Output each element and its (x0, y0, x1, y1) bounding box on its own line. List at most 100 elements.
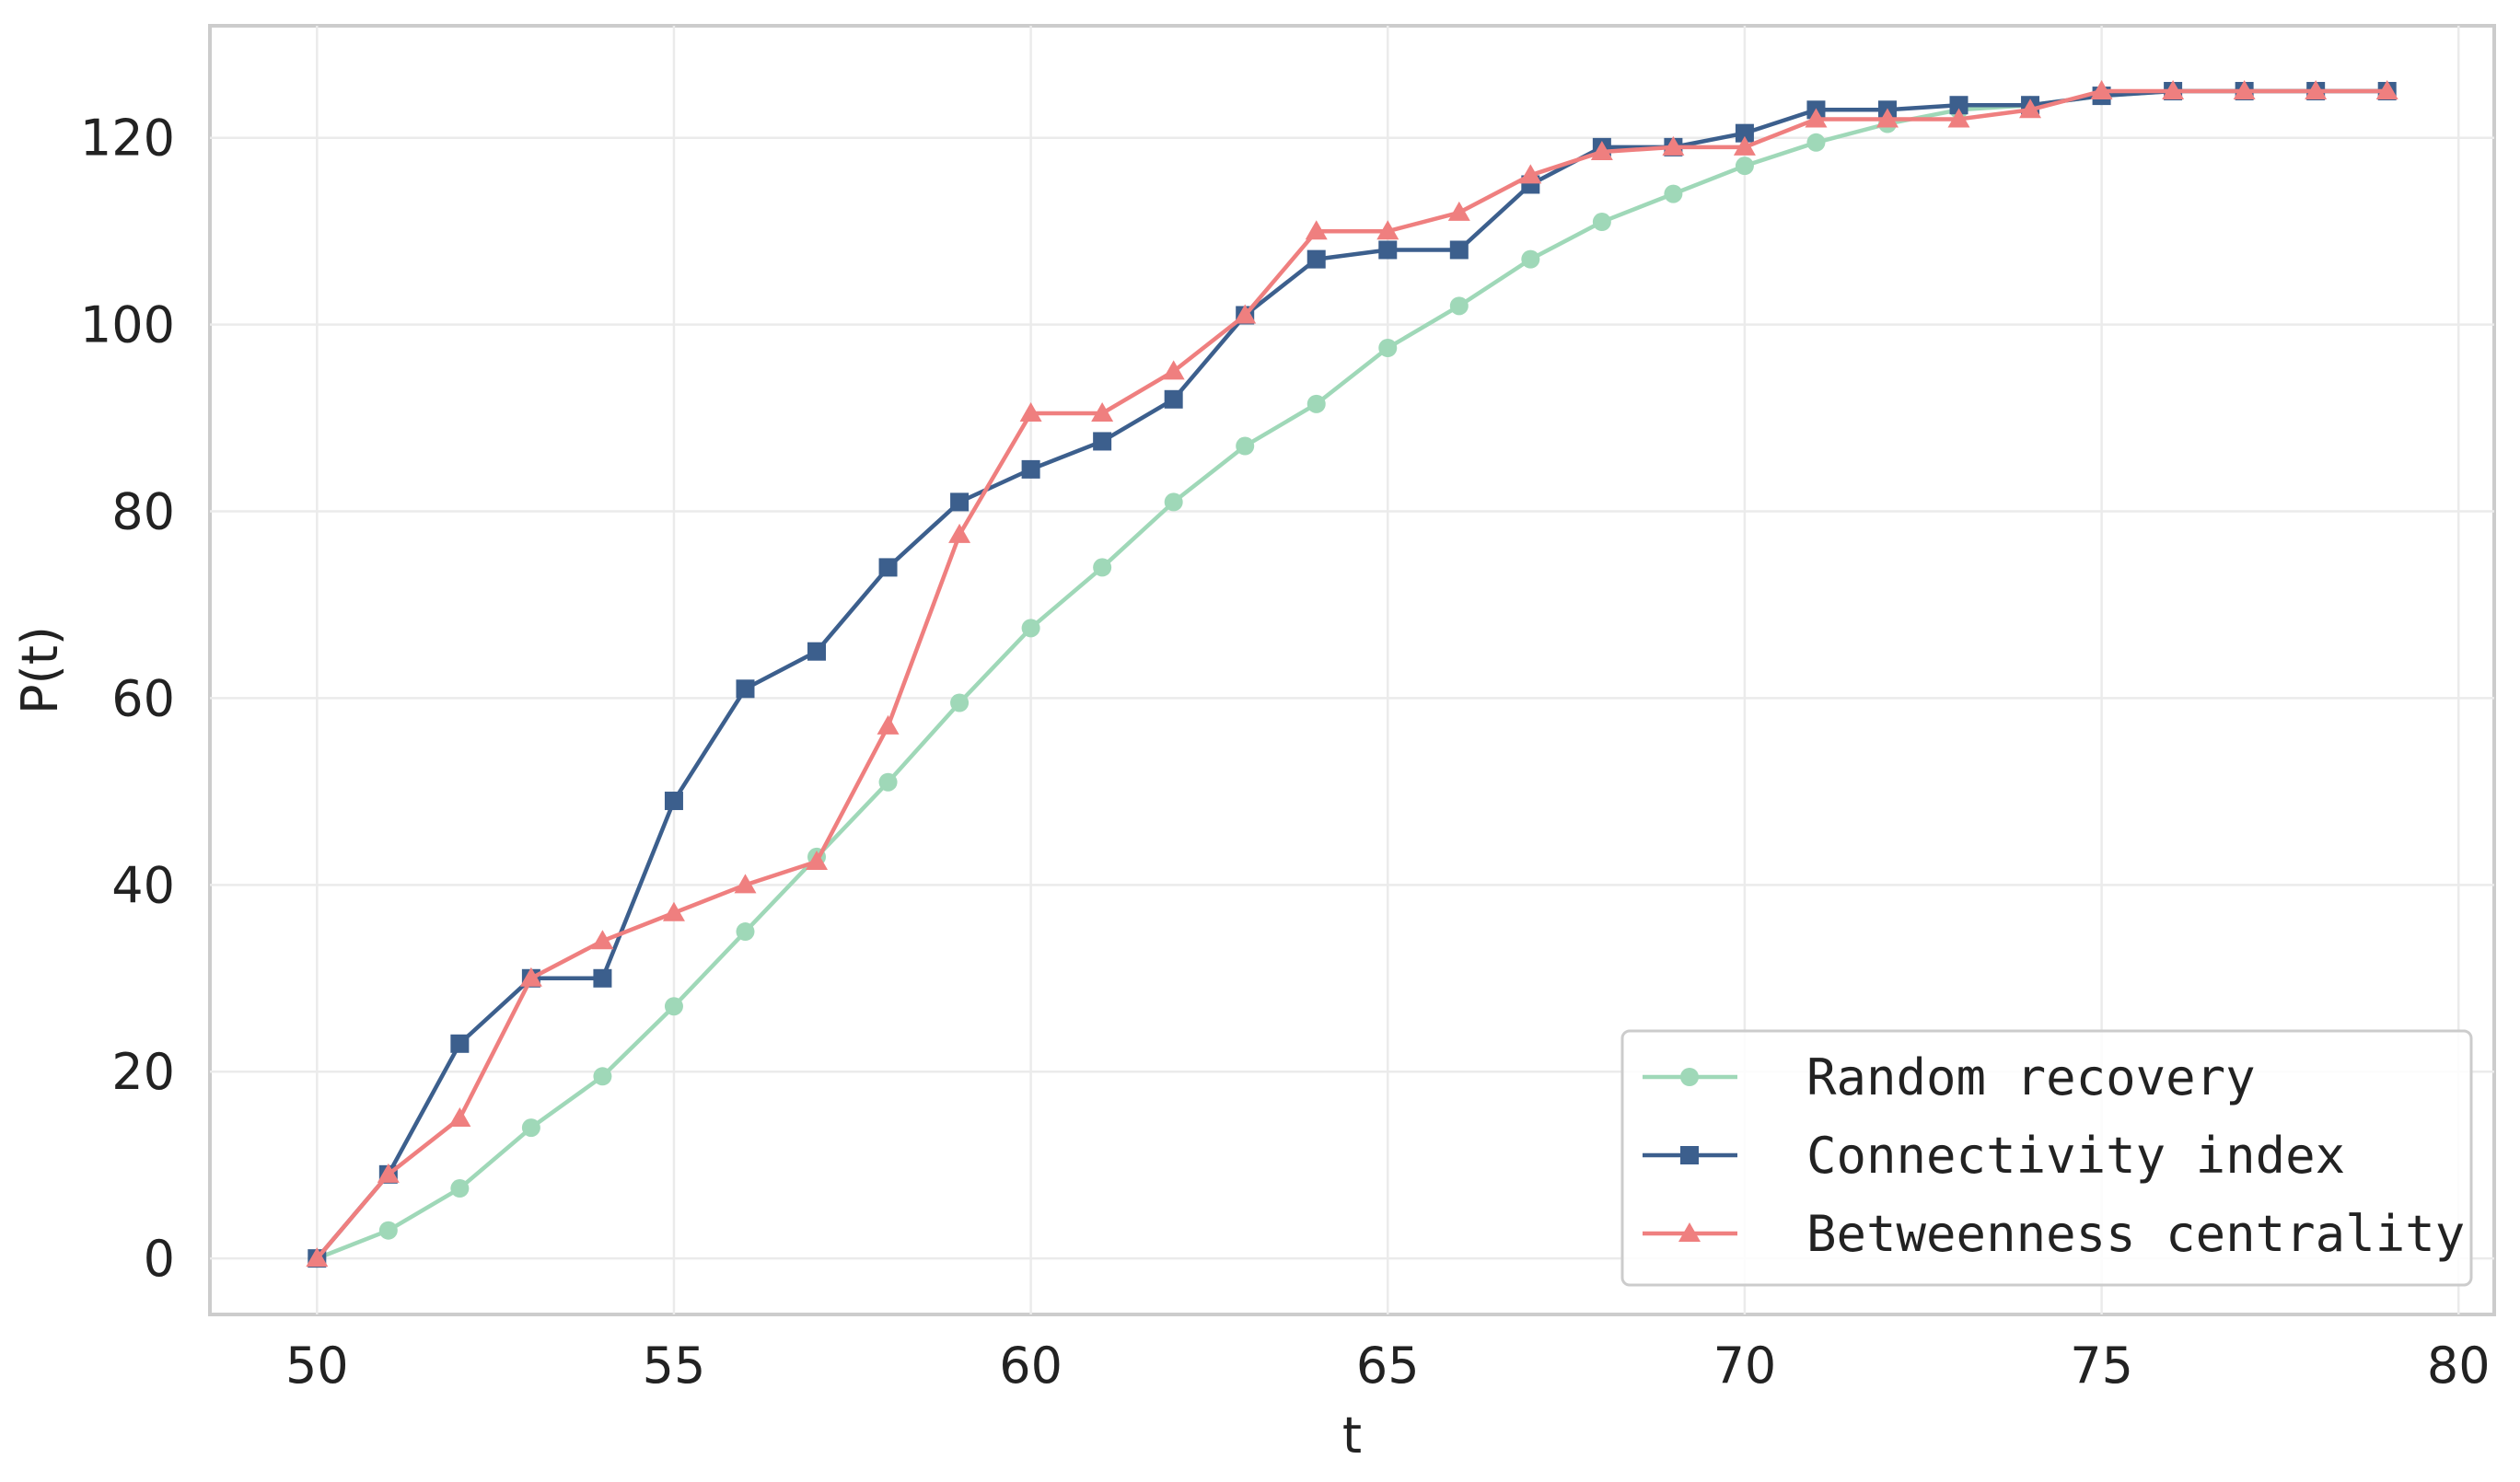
data-point (1449, 296, 1469, 316)
data-point (1306, 249, 1326, 269)
data-point (2233, 80, 2256, 100)
y-axis-ticks: 0 20 40 60 80 100 120 (80, 110, 175, 1288)
data-point (1590, 140, 1613, 160)
data-point (950, 693, 970, 712)
data-point (2375, 80, 2398, 100)
data-point (1021, 619, 1040, 638)
data-point (1091, 402, 1114, 423)
data-point (2019, 98, 2042, 119)
data-point (1021, 459, 1040, 479)
data-point (450, 1034, 470, 1053)
x-tick-label: 50 (285, 1337, 349, 1395)
data-point (664, 997, 683, 1016)
x-axis-title: t (1342, 1407, 1362, 1465)
data-point (519, 967, 542, 987)
data-point (1449, 240, 1469, 260)
data-point (1735, 156, 1754, 176)
y-tick-label: 120 (80, 110, 175, 168)
legend-marker (1680, 1146, 1699, 1164)
legend-box (1620, 1029, 2473, 1287)
data-point (1376, 220, 1399, 240)
series-line (315, 88, 2387, 1260)
x-tick-label: 60 (999, 1337, 1063, 1395)
data-point (807, 642, 827, 661)
data-point (1733, 135, 1756, 156)
data-point (593, 968, 612, 988)
x-axis-ticks: 50 55 60 65 70 75 80 (285, 1337, 2491, 1395)
data-point (1378, 240, 1398, 260)
legend-item: Random recovery (1643, 1048, 2256, 1106)
data-point (1236, 436, 1255, 456)
data-point (1735, 123, 1754, 143)
legend-label: Betweenness centrality (1806, 1205, 2465, 1263)
x-tick-label: 70 (1713, 1337, 1777, 1395)
data-point (1093, 432, 1112, 451)
y-tick-label: 60 (111, 669, 175, 727)
y-tick-label: 100 (80, 296, 175, 354)
data-point (664, 792, 683, 811)
data-point (1447, 201, 1470, 221)
data-point (1947, 108, 1970, 128)
y-tick-label: 80 (111, 483, 175, 541)
legend-label: Random recovery (1806, 1048, 2256, 1106)
data-point (1164, 492, 1183, 512)
data-point (1949, 96, 1968, 115)
data-point (1019, 402, 1042, 423)
data-point (2162, 80, 2185, 100)
data-point (736, 922, 755, 942)
data-point (1805, 108, 1828, 128)
x-tick-label: 80 (2427, 1337, 2491, 1395)
data-point (1162, 360, 1185, 380)
legend-marker (1678, 1222, 1701, 1242)
y-tick-label: 20 (111, 1043, 175, 1101)
data-point (521, 1118, 540, 1138)
data-point (1806, 133, 1826, 152)
legend: Random recovery Connectivity index Between… (1620, 1029, 2473, 1287)
data-point (377, 1163, 400, 1183)
data-point (1519, 164, 1542, 184)
data-point (1378, 339, 1398, 357)
data-point (877, 714, 900, 735)
y-tick-label: 40 (111, 856, 175, 914)
legend-item: Connectivity index (1643, 1127, 2345, 1185)
data-point (1592, 213, 1611, 232)
data-point (1662, 135, 1685, 156)
legend-label: Connectivity index (1806, 1127, 2345, 1185)
data-point (948, 523, 971, 543)
grid (210, 26, 2494, 1314)
series-3 (306, 80, 2398, 1268)
data-point (1664, 184, 1683, 203)
y-axis-title: P(t) (11, 626, 69, 714)
data-point (593, 1067, 612, 1086)
data-point (662, 901, 685, 921)
data-point (1306, 394, 1326, 413)
series-line (315, 88, 2387, 1260)
x-tick-label: 75 (2070, 1337, 2133, 1395)
data-point (591, 930, 614, 950)
data-point (878, 558, 898, 577)
data-point (1234, 304, 1257, 324)
legend-marker (1680, 1068, 1699, 1086)
data-point (448, 1106, 471, 1127)
data-point (950, 492, 970, 512)
y-tick-label: 0 (144, 1230, 175, 1288)
data-point (878, 772, 898, 792)
series-layer (306, 80, 2398, 1268)
x-tick-label: 65 (1356, 1337, 1420, 1395)
data-point (1305, 220, 1328, 240)
data-point (306, 1247, 329, 1268)
legend-item: Betweenness centrality (1643, 1205, 2465, 1263)
data-point (1164, 389, 1183, 409)
data-point (1093, 558, 1112, 577)
data-point (450, 1179, 470, 1198)
data-point (2090, 80, 2113, 100)
data-point (1875, 108, 1899, 128)
data-point (736, 679, 755, 699)
data-point (2305, 80, 2328, 100)
data-point (1521, 249, 1540, 269)
data-point (806, 850, 829, 870)
x-tick-label: 55 (643, 1337, 706, 1395)
data-point (734, 874, 757, 894)
